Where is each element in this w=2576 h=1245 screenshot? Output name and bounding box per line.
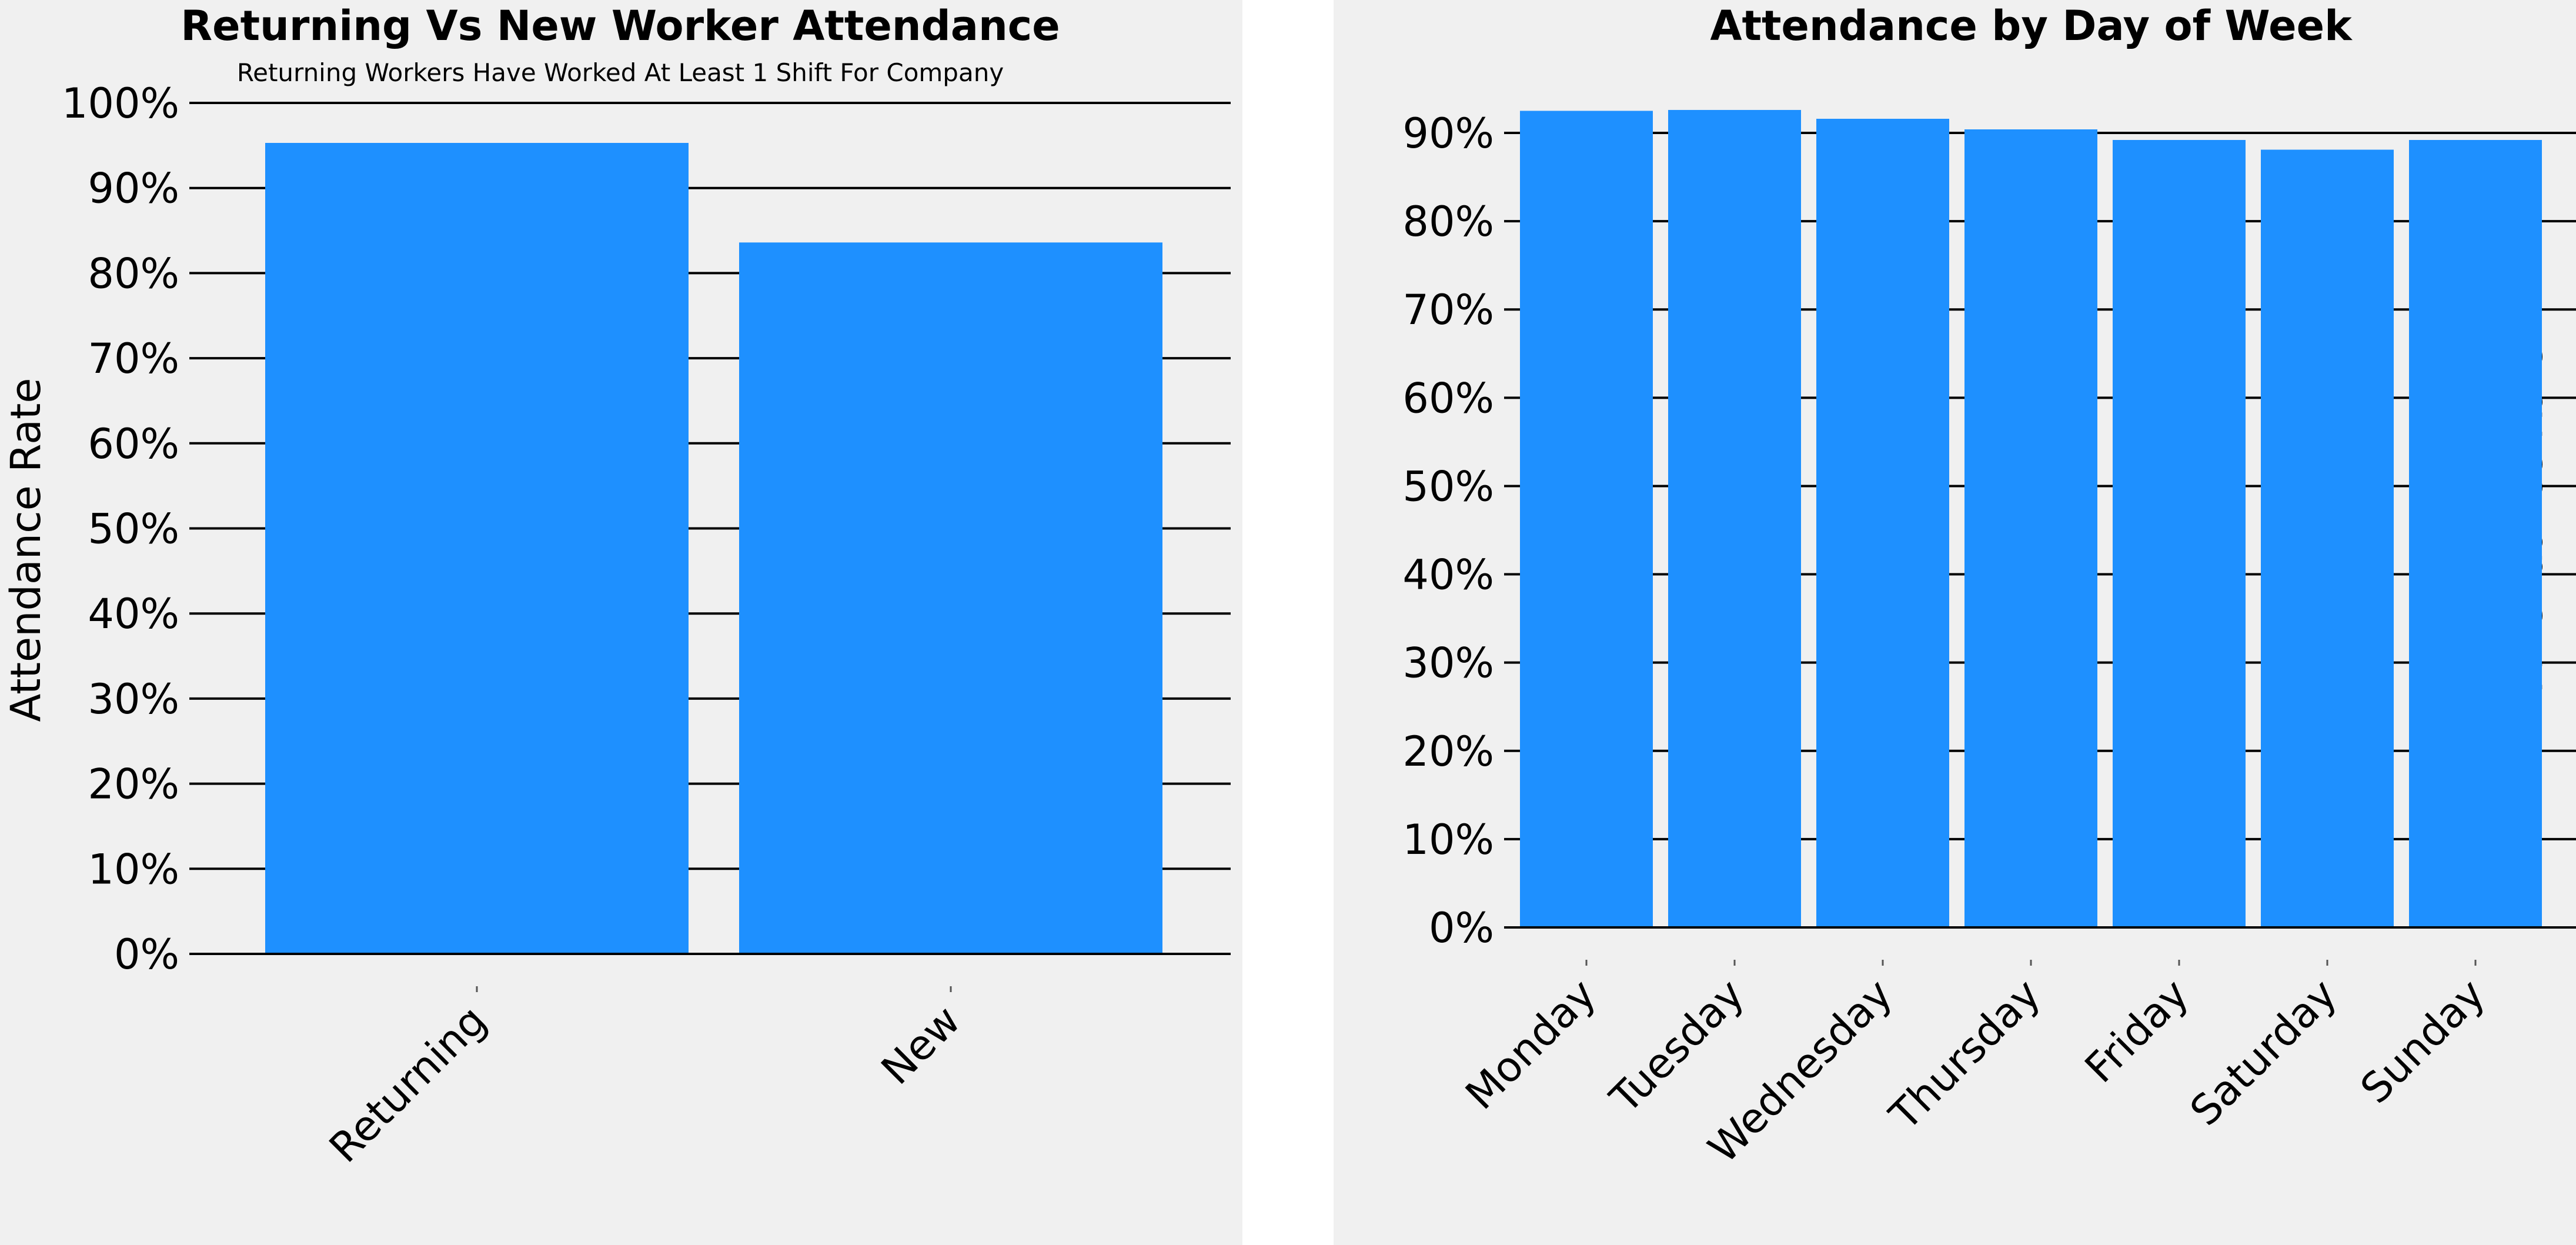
- y-tick-label: 50%: [88, 505, 179, 553]
- x-tick-label: Saturday: [2181, 970, 2346, 1135]
- y-tick-label: 60%: [88, 420, 179, 468]
- x-tick-label: Returning: [320, 996, 496, 1172]
- bar-chart-attendance-by-day: Attendance by Day of Week Attendance Rat…: [1402, 2, 2576, 1173]
- x-tick-label: Sunday: [2351, 970, 2494, 1113]
- x-tick-label: Friday: [2076, 970, 2198, 1092]
- y-tick-labels: 0% 10% 20% 30% 40% 50% 60% 70% 80% 90%: [1402, 109, 1494, 952]
- y-tick-label: 80%: [88, 249, 179, 298]
- y-tick-label: 30%: [1402, 639, 1494, 687]
- chart-panel-attendance-returning-vs-new: Returning Vs New Worker Attendance Retur…: [0, 0, 1242, 1245]
- bar-saturday: [2261, 149, 2394, 927]
- y-tick-label: 50%: [1402, 462, 1494, 510]
- bars: [1504, 109, 2576, 929]
- x-tick-label: New: [872, 996, 970, 1094]
- bar-returning: [265, 143, 689, 954]
- chart-title: Returning Vs New Worker Attendance: [181, 2, 1060, 50]
- bar-friday: [2113, 140, 2246, 927]
- y-tick-label: 20%: [88, 760, 179, 809]
- bar-monday: [1520, 111, 1653, 928]
- bar-sunday: [2409, 140, 2542, 927]
- x-tick-label: Monday: [1456, 970, 1605, 1119]
- y-tick-label: 90%: [1402, 109, 1494, 158]
- y-tick-label: 0%: [114, 930, 179, 979]
- bar-chart-returning-vs-new: Returning Vs New Worker Attendance Retur…: [2, 2, 1231, 1172]
- bar-new: [739, 242, 1162, 954]
- bar-thursday: [1964, 129, 2097, 927]
- x-tick-labels: Returning New: [320, 986, 970, 1172]
- y-tick-label: 70%: [1402, 286, 1494, 334]
- bar-tuesday: [1668, 109, 1801, 928]
- y-tick-label: 100%: [62, 79, 179, 128]
- y-tick-label: 0%: [1429, 904, 1494, 952]
- y-tick-label: 80%: [1402, 198, 1494, 246]
- y-axis-label: Attendance Rate: [2, 378, 50, 722]
- chart-panel-attendance-by-day: Attendance by Day of Week Attendance Rat…: [1334, 0, 2576, 1245]
- x-tick-label: Thursday: [1880, 970, 2050, 1140]
- y-tick-label: 90%: [88, 165, 179, 213]
- y-tick-label: 70%: [88, 335, 179, 383]
- y-tick-label: 10%: [1402, 816, 1494, 864]
- y-tick-label: 20%: [1402, 727, 1494, 776]
- bars: [189, 143, 1231, 955]
- x-tick-label: Tuesday: [1601, 970, 1753, 1123]
- y-tick-label: 10%: [88, 845, 179, 893]
- y-tick-label: 60%: [1402, 374, 1494, 422]
- chart-title: Attendance by Day of Week: [1710, 2, 2353, 50]
- bar-wednesday: [1816, 118, 1949, 928]
- chart-subtitle: Returning Workers Have Worked At Least 1…: [237, 58, 1004, 87]
- y-tick-label: 40%: [1402, 551, 1494, 599]
- y-tick-label: 30%: [88, 675, 179, 723]
- y-tick-labels: 0% 10% 20% 30% 40% 50% 60% 70% 80% 90% 100%: [62, 79, 179, 979]
- y-tick-label: 40%: [88, 590, 179, 638]
